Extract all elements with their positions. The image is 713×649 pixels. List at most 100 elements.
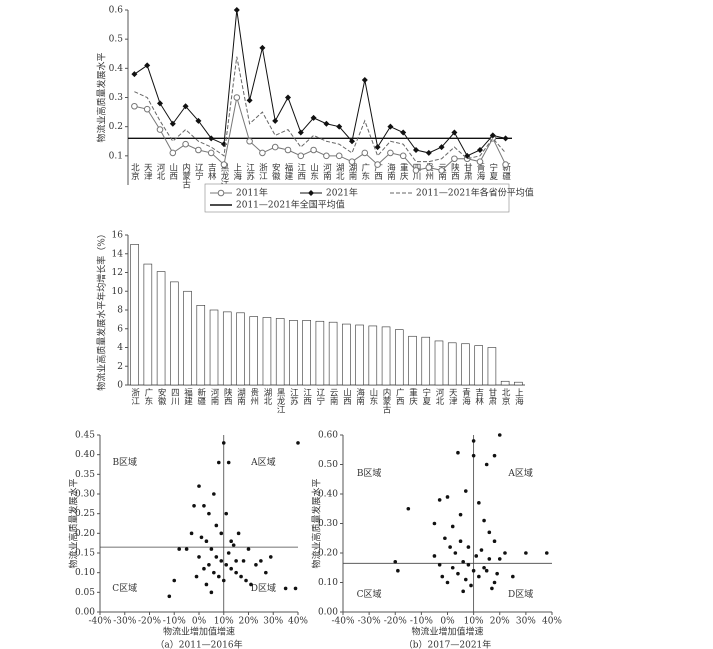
x-tick-label: 山东 <box>309 162 319 180</box>
x-tick-label: 湖南 <box>235 388 245 405</box>
x-tick-label: 吉林 <box>206 163 216 181</box>
x-tick-label: 河北 <box>155 162 165 181</box>
point <box>445 495 450 499</box>
point <box>202 504 206 508</box>
point <box>226 460 231 465</box>
y-tick-label: 4 <box>117 343 123 353</box>
x-tick-label: 0% <box>440 617 455 627</box>
x-tick-label: -30% <box>358 617 381 627</box>
x-tick-label: -40% <box>88 617 111 627</box>
x-tick-label: 20% <box>238 617 258 627</box>
point <box>264 570 268 575</box>
x-tick-label: 重庆 <box>408 387 418 406</box>
x-tick-label: 广西 <box>373 162 383 181</box>
y-tick-label: 0.60 <box>318 431 338 441</box>
point <box>284 146 292 154</box>
point <box>438 167 445 174</box>
x-tick-label: 30% <box>263 617 283 627</box>
bar <box>170 281 179 386</box>
bar <box>236 312 245 386</box>
y-tick-label: 0.15 <box>75 549 95 559</box>
point <box>456 571 460 576</box>
point <box>221 441 226 445</box>
point <box>396 568 400 573</box>
x-tick-label: 陕西 <box>449 162 459 181</box>
point <box>471 568 476 573</box>
point <box>503 551 507 555</box>
point <box>456 450 460 455</box>
point <box>224 511 229 516</box>
bar <box>156 271 166 386</box>
point <box>217 574 221 579</box>
point <box>169 120 176 127</box>
x-tick-label: 上海 <box>513 388 523 406</box>
point <box>207 563 211 567</box>
point <box>310 114 317 121</box>
x-tick-label: 辽宁 <box>315 388 325 405</box>
point <box>374 161 381 168</box>
y-tick-label: 0.30 <box>318 519 338 529</box>
y-tick-label: 0.00 <box>75 608 95 618</box>
point <box>399 152 407 160</box>
x-tick-label: 宁夏 <box>488 162 498 180</box>
y-tick-label: 0 <box>117 381 123 391</box>
x-tick-label: 黑龙江 <box>275 388 285 414</box>
x-tick-label: 天津 <box>447 388 457 406</box>
point <box>226 551 231 555</box>
point <box>544 551 549 555</box>
x-tick-label: 江苏 <box>288 388 298 406</box>
point <box>387 149 394 157</box>
point <box>310 146 317 154</box>
bar <box>355 324 364 386</box>
point <box>184 547 189 551</box>
point <box>477 501 481 505</box>
legend-label: 2011—2021年各省份平均值 <box>416 187 534 199</box>
x-tick-label: 0% <box>192 617 207 627</box>
bar <box>130 244 139 386</box>
point <box>209 547 214 551</box>
x-tick-label: 海南 <box>385 162 395 180</box>
x-tick-label: 10% <box>464 617 484 627</box>
point <box>438 144 445 151</box>
point <box>492 580 497 585</box>
x-tick-label: 福建 <box>283 162 293 181</box>
y-tick-label: 0.45 <box>75 431 95 441</box>
point <box>437 563 442 567</box>
point <box>466 563 471 567</box>
x-tick-label: 甘肃 <box>462 162 472 181</box>
point <box>231 543 236 547</box>
point <box>207 149 215 157</box>
point <box>143 105 151 113</box>
point <box>194 574 199 579</box>
point <box>208 135 215 142</box>
region-label: A区域 <box>507 467 533 479</box>
y-tick-label: 0.20 <box>75 529 95 539</box>
point <box>197 484 201 488</box>
point <box>471 439 476 443</box>
point <box>453 551 458 555</box>
x-tick-label: -10% <box>163 617 186 627</box>
point <box>482 565 486 570</box>
point <box>259 44 266 51</box>
point <box>285 94 291 101</box>
legend-label: 2011年 <box>236 187 268 199</box>
bar <box>289 320 298 386</box>
point <box>477 147 483 153</box>
point <box>214 523 219 528</box>
bar <box>209 309 219 386</box>
point <box>469 583 473 588</box>
point <box>268 555 273 559</box>
y-tick-label: 0.10 <box>75 568 95 578</box>
point <box>219 559 224 563</box>
point <box>471 453 476 458</box>
y-tick-label: 16 <box>112 231 124 241</box>
y-axis-label: 物流业高质量发展水平 <box>311 478 323 568</box>
x-tick-label: 上海 <box>232 163 242 181</box>
y-tick-label: 8 <box>117 306 123 316</box>
x-axis-label: 物流业增加值增速 <box>163 626 235 638</box>
point <box>259 149 266 157</box>
x-tick-label: 广东 <box>143 387 153 405</box>
bar <box>183 290 192 386</box>
x-tick-label: 江苏 <box>245 163 255 181</box>
point <box>335 152 343 160</box>
